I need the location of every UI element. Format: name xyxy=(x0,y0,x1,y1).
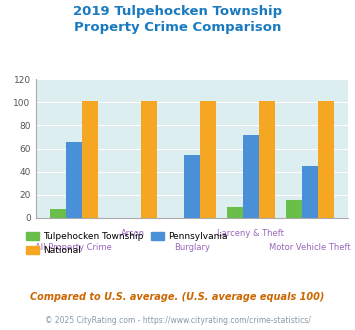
Text: All Property Crime: All Property Crime xyxy=(35,243,112,252)
Text: Arson: Arson xyxy=(121,229,145,238)
Bar xyxy=(318,101,334,218)
Legend: Tulpehocken Township, National, Pennsylvania: Tulpehocken Township, National, Pennsylv… xyxy=(26,232,227,255)
Text: 2019 Tulpehocken Township
Property Crime Comparison: 2019 Tulpehocken Township Property Crime… xyxy=(73,5,282,34)
Bar xyxy=(243,135,259,218)
Text: Compared to U.S. average. (U.S. average equals 100): Compared to U.S. average. (U.S. average … xyxy=(30,292,325,302)
Text: © 2025 CityRating.com - https://www.cityrating.com/crime-statistics/: © 2025 CityRating.com - https://www.city… xyxy=(45,316,310,325)
Bar xyxy=(227,208,243,218)
Bar xyxy=(302,166,318,218)
Bar xyxy=(66,142,82,218)
Bar xyxy=(50,209,66,218)
Text: Burglary: Burglary xyxy=(174,243,210,252)
Bar xyxy=(82,101,98,218)
Text: Motor Vehicle Theft: Motor Vehicle Theft xyxy=(269,243,351,252)
Bar xyxy=(286,200,302,218)
Bar xyxy=(184,155,200,218)
Text: Larceny & Theft: Larceny & Theft xyxy=(217,229,284,238)
Bar xyxy=(141,101,157,218)
Bar xyxy=(200,101,215,218)
Bar xyxy=(259,101,275,218)
